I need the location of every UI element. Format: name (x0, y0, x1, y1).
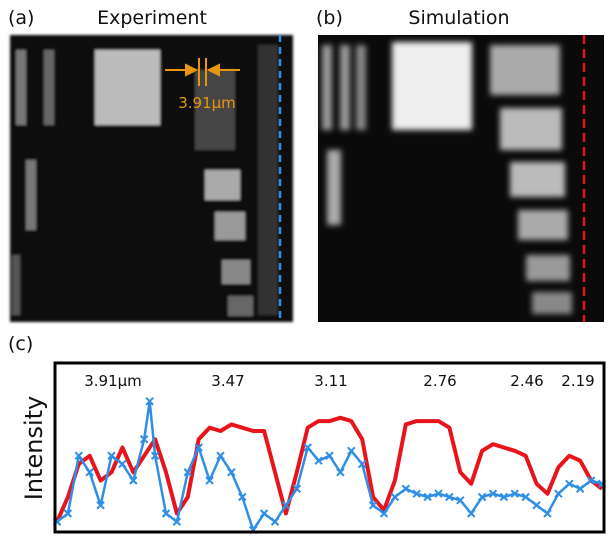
data-point (145, 397, 154, 406)
panel-title: Simulation (408, 7, 509, 29)
data-point (347, 446, 356, 456)
data-point (150, 451, 160, 460)
data-point (129, 476, 138, 485)
panel-label: (b) (316, 7, 343, 29)
data-point (314, 456, 323, 465)
data-point (445, 492, 454, 502)
data-point (521, 492, 530, 502)
data-point (390, 492, 400, 502)
data-point (488, 489, 498, 498)
simulation-image (318, 35, 604, 322)
data-point (565, 479, 574, 489)
data-point (63, 509, 73, 518)
data-point (554, 489, 563, 498)
data-point (466, 509, 476, 518)
data-point (379, 509, 389, 518)
data-point (499, 492, 509, 502)
panel-title: Experiment (97, 7, 207, 29)
experiment-image (10, 35, 293, 322)
data-point (412, 489, 421, 498)
data-point (238, 492, 247, 502)
data-point (325, 451, 334, 460)
data-point (456, 496, 465, 505)
data-point (216, 451, 225, 460)
width-arrows (165, 58, 240, 86)
group-label: 2.76 (423, 372, 456, 390)
data-point (259, 509, 269, 518)
data-point (205, 476, 214, 485)
data-point (303, 443, 312, 452)
data-point (575, 484, 585, 493)
data-point (543, 509, 552, 518)
data-point (401, 484, 411, 493)
plot-frame (53, 361, 606, 534)
data-point (85, 468, 94, 477)
data-point (96, 501, 105, 510)
data-point (107, 451, 116, 460)
data-point (434, 489, 443, 498)
data-point (227, 468, 236, 477)
data-point (270, 517, 280, 526)
data-point (183, 468, 193, 477)
group-label: 3.91µm (84, 372, 142, 390)
group-label: 3.47 (211, 372, 244, 390)
data-point (477, 492, 487, 502)
data-point (586, 476, 596, 485)
data-point (423, 492, 432, 502)
data-point (194, 443, 203, 452)
data-point (139, 435, 149, 444)
data-point (532, 501, 541, 510)
data-point (281, 501, 291, 510)
data-point (161, 509, 171, 518)
panel-label: (a) (8, 7, 34, 29)
panel-label: (c) (8, 333, 33, 355)
plot-area: 3.91µm 3.47 3.11 2.76 2.46 2.19 (52, 372, 607, 535)
y-axis-label: Intensity (20, 396, 48, 500)
data-point (292, 484, 302, 493)
data-point (336, 468, 345, 477)
group-label: 2.46 (510, 372, 543, 390)
group-label: 2.19 (561, 372, 594, 390)
data-point (74, 451, 84, 460)
group-label: 3.11 (314, 372, 347, 390)
data-line (56, 400, 603, 532)
data-point (510, 489, 520, 498)
data-point (118, 459, 127, 469)
data-line (55, 415, 604, 523)
data-point (172, 517, 182, 526)
data-point (368, 501, 378, 510)
scale-annotation: 3.91µm (178, 94, 236, 112)
data-point (357, 459, 367, 469)
